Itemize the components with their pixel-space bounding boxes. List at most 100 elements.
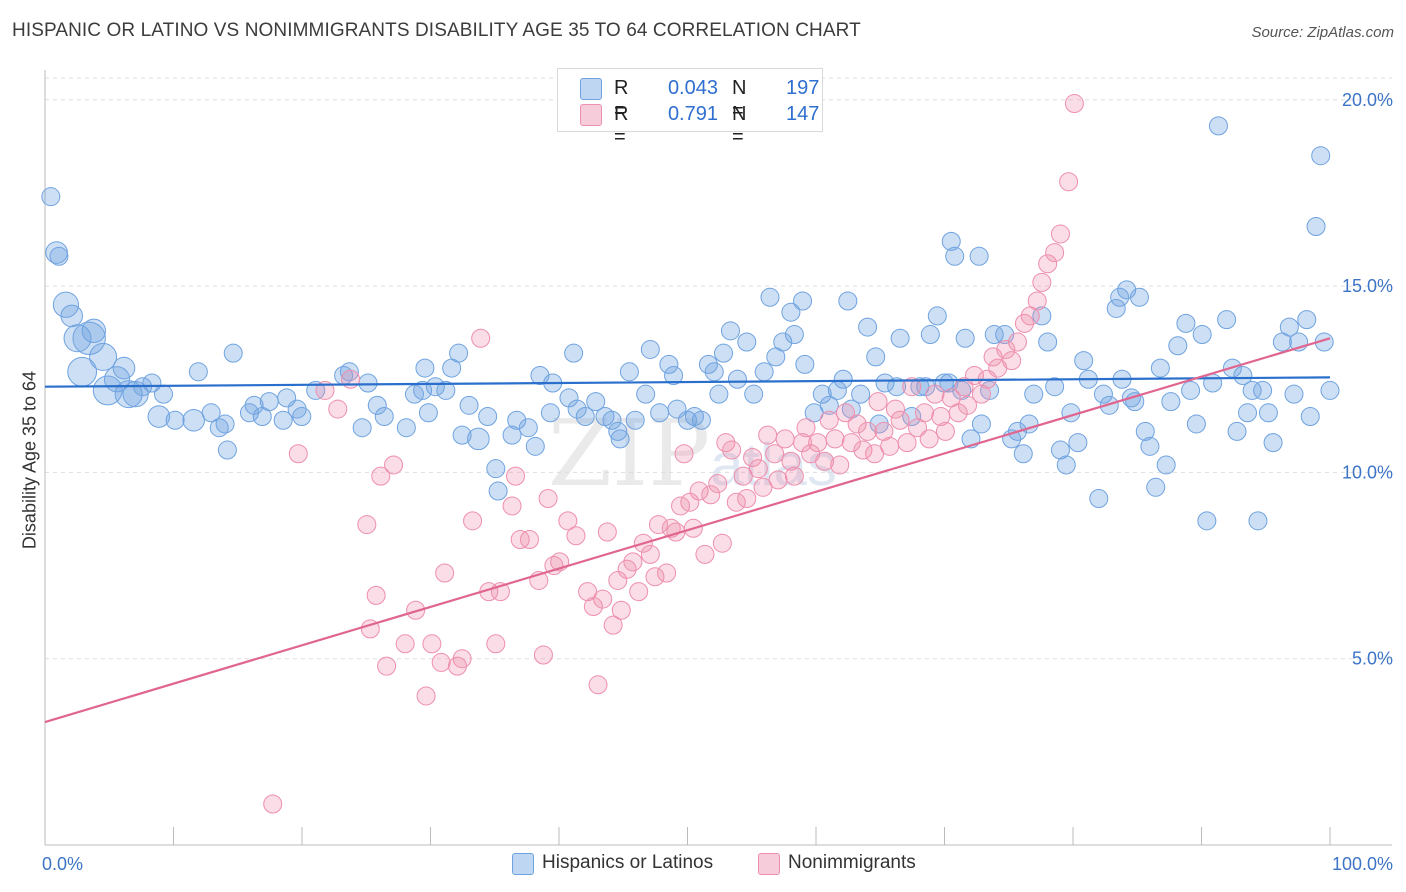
nonimmigrant-point <box>841 433 861 453</box>
hispanic-point <box>1140 436 1160 456</box>
nonimmigrant-point <box>366 585 386 605</box>
x-tick-label: 100.0% <box>1332 854 1393 874</box>
nonimmigrant-point <box>544 556 564 576</box>
nonimmigrant-point <box>919 429 939 449</box>
hispanic-point <box>659 354 679 374</box>
hispanic-point <box>737 332 757 352</box>
hispanic-point <box>1068 433 1088 453</box>
hispanic-point <box>182 408 206 432</box>
nonimmigrant-point <box>657 563 677 583</box>
legend-r-value: 0.043 <box>667 77 718 99</box>
hispanic-point <box>1093 384 1113 404</box>
hispanic-point <box>760 287 780 307</box>
hispanic-point <box>1258 403 1278 423</box>
nonimmigrant-point <box>593 589 613 609</box>
hispanic-point <box>664 366 684 386</box>
hispanic-point <box>619 362 639 382</box>
nonimmigrant-point <box>422 634 442 654</box>
hispanic-point <box>851 384 871 404</box>
hispanic-point <box>259 392 279 412</box>
hispanic-point <box>833 369 853 389</box>
hispanic-point <box>1024 384 1044 404</box>
hispanic-point <box>188 362 208 382</box>
hispanic-point <box>945 246 965 266</box>
hispanic-point <box>887 377 907 397</box>
nonimmigrant-point <box>748 459 768 479</box>
hispanic-point <box>1306 216 1326 236</box>
hispanic-point <box>374 407 394 427</box>
nonimmigrant-point <box>629 582 649 602</box>
hispanic-point <box>559 388 579 408</box>
nonimmigrant-point <box>733 466 753 486</box>
nonimmigrant-point <box>315 380 335 400</box>
hispanic-point <box>1074 351 1094 371</box>
hispanic-point <box>838 291 858 311</box>
hispanic-point <box>1253 380 1273 400</box>
hispanic-point <box>201 403 221 423</box>
nonimmigrant-point <box>996 339 1016 359</box>
hispanic-trend-line <box>44 376 1331 388</box>
nonimmigrant-point <box>328 399 348 419</box>
hispanic-point <box>352 418 372 438</box>
bottom-legend-label: Nonimmigrants <box>788 852 916 873</box>
hispanic-point <box>396 418 416 438</box>
hispanic-point <box>507 410 527 430</box>
nonimmigrant-point <box>377 656 397 676</box>
nonimmigrant-point <box>885 399 905 419</box>
hispanic-point <box>1045 377 1065 397</box>
bottom-legend-label: Hispanics or Latinos <box>542 852 714 873</box>
hispanic-point <box>436 380 456 400</box>
nonimmigrant-point <box>853 440 873 460</box>
hispanic-point <box>449 343 469 363</box>
nonimmigrant-point <box>865 444 885 464</box>
hispanic-point <box>1186 414 1206 434</box>
hispanic-point <box>452 425 472 445</box>
nonimmigrant-point <box>825 429 845 449</box>
hispanic-point <box>154 384 174 404</box>
nonimmigrant-point <box>371 466 391 486</box>
hispanic-point <box>1311 146 1331 166</box>
nonimmigrant-point <box>765 444 785 464</box>
legend-swatch-blue <box>580 78 602 100</box>
hispanic-point <box>1013 444 1033 464</box>
hispanic-point <box>1161 392 1181 412</box>
nonimmigrant-point <box>1027 291 1047 311</box>
hispanic-point <box>41 187 61 207</box>
nonimmigrant-point <box>538 488 558 508</box>
hispanic-point <box>1176 313 1196 333</box>
hispanic-point <box>217 440 237 460</box>
nonimmigrant-point <box>915 403 935 423</box>
y-tick-label: 15.0% <box>1342 276 1393 296</box>
nonimmigrant-point <box>1038 254 1058 274</box>
chart-title: HISPANIC OR LATINO VS NONIMMIGRANTS DISA… <box>12 20 861 41</box>
hispanic-point <box>1181 380 1201 400</box>
nonimmigrant-point <box>578 582 598 602</box>
hispanic-point <box>339 362 359 382</box>
hispanic-point <box>415 358 435 378</box>
hispanic-point <box>650 403 670 423</box>
hispanic-point <box>1263 433 1283 453</box>
hispanic-point <box>636 384 656 404</box>
hispanic-point <box>1129 287 1149 307</box>
nonimmigrant-point <box>645 567 665 587</box>
hispanic-point <box>1106 298 1126 318</box>
correlation-legend: R = 0.043 N = 197 R = 0.791 N = 147 <box>557 68 823 148</box>
nonimmigrant-point <box>533 645 553 665</box>
nonimmigrant-point <box>701 485 721 505</box>
hispanic-point <box>902 407 922 427</box>
nonimmigrant-point <box>1064 94 1084 114</box>
hispanic-point <box>781 302 801 322</box>
bottom-legend-swatch-pink <box>758 853 780 875</box>
nonimmigrant-point <box>784 466 804 486</box>
hispanic-point <box>804 403 824 423</box>
hispanic-point <box>1050 440 1070 460</box>
hispanic-point <box>223 343 243 363</box>
hispanic-point <box>72 321 106 355</box>
nonimmigrant-point <box>431 652 451 672</box>
hispanic-point <box>112 356 136 380</box>
hispanic-point <box>1279 317 1299 337</box>
hispanic-point <box>910 377 930 397</box>
hispanic-point <box>215 414 235 434</box>
hispanic-point <box>413 380 433 400</box>
hispanic-point <box>625 410 645 430</box>
